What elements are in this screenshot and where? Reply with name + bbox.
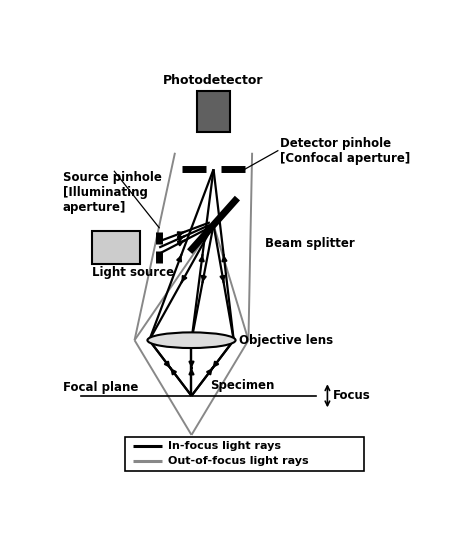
Text: Focus: Focus [333, 389, 371, 402]
Text: Objective lens: Objective lens [239, 334, 333, 347]
Ellipse shape [147, 332, 236, 348]
Text: Detector pinhole
[Confocal aperture]: Detector pinhole [Confocal aperture] [280, 137, 410, 165]
Text: Beam splitter: Beam splitter [265, 237, 355, 250]
Text: Out-of-focus light rays: Out-of-focus light rays [168, 456, 308, 467]
Text: Source pinhole
[Illuminating
aperture]: Source pinhole [Illuminating aperture] [63, 171, 162, 215]
Text: In-focus light rays: In-focus light rays [168, 441, 281, 452]
Text: Light source: Light source [92, 266, 174, 279]
Text: Specimen: Specimen [210, 379, 274, 392]
Bar [125, 437, 364, 471]
Text: Focal plane: Focal plane [63, 381, 138, 394]
Text: Photodetector: Photodetector [163, 74, 264, 87]
Bar [197, 91, 230, 132]
Bar [92, 231, 140, 264]
